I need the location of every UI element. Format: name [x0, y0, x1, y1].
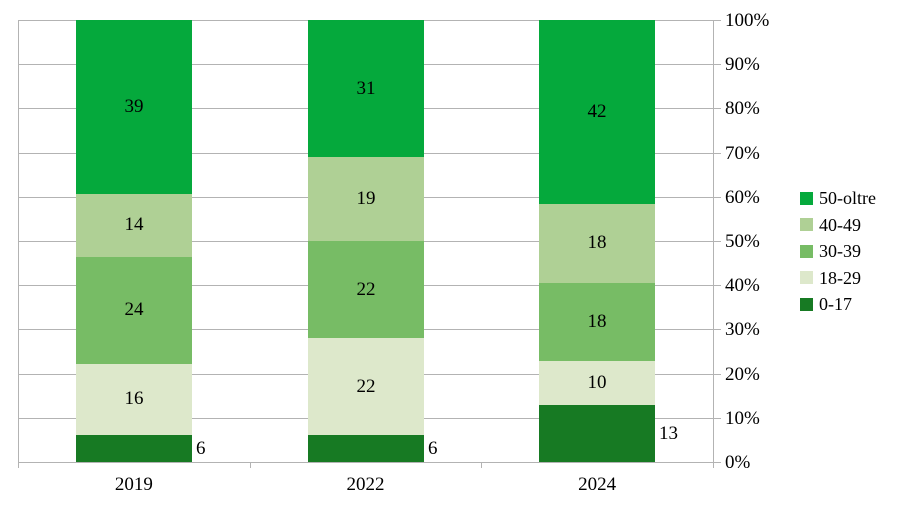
- y-axis-label: 10%: [725, 407, 760, 429]
- x-axis-tick: [481, 462, 483, 468]
- y-axis-tick: [710, 108, 721, 110]
- y-axis-label: 90%: [725, 54, 760, 76]
- bar-value-label-2022-40-49: 19: [356, 188, 376, 209]
- bar-value-label-2022-50-oltre: 31: [356, 77, 376, 99]
- bar-segment-2024-30-39[interactable]: [539, 282, 655, 362]
- bar-segment-2022-30-39[interactable]: [308, 241, 424, 339]
- bar-value-label-2024-40-49: 18: [587, 232, 607, 254]
- legend-swatch-18-29: [800, 271, 813, 284]
- bar-value-label-2024-18-29: 10: [587, 372, 607, 394]
- y-axis-label: 30%: [725, 319, 760, 341]
- y-axis-label: 100%: [725, 10, 770, 31]
- y-axis-tick: [710, 241, 721, 242]
- legend-label-50-oltre: 50-oltre: [819, 188, 876, 208]
- bar-value-label-2019-40-49: 14: [124, 214, 144, 236]
- y-axis-label: 60%: [725, 186, 760, 208]
- bar-segment-2024-50-oltre[interactable]: [539, 20, 655, 204]
- bar-value-label-2024-50-oltre: 42: [587, 100, 607, 122]
- y-axis-tick: [710, 152, 721, 154]
- legend-item-40-49[interactable]: 40-49: [800, 215, 861, 235]
- y-axis-tick: [710, 417, 721, 419]
- legend-label-40-49: 40-49: [819, 214, 861, 235]
- y-axis-tick: [710, 329, 721, 331]
- y-axis-label: 40%: [725, 275, 760, 297]
- bar-value-label-2022-30-39: 22: [356, 278, 376, 300]
- legend-swatch-40-49: [800, 218, 813, 231]
- bar-value-label-2022-18-29: 22: [356, 375, 376, 397]
- bar-segment-2024-18-29[interactable]: [539, 361, 655, 406]
- bar-value-label-2024-0-17: 13: [659, 422, 678, 444]
- legend-item-0-17[interactable]: 0-17: [800, 294, 852, 314]
- legend-swatch-50-oltre: [800, 191, 813, 205]
- bar-segment-2019-30-39[interactable]: [76, 256, 192, 364]
- y-axis-tick: [710, 285, 721, 287]
- x-axis-label-2019: 2019: [114, 474, 153, 495]
- y-axis-tick: [710, 64, 721, 66]
- legend-swatch-30-39: [800, 244, 813, 258]
- y-axis-label: 80%: [725, 98, 760, 120]
- bar-segment-2022-18-29[interactable]: [308, 338, 424, 436]
- legend-item-30-39[interactable]: 30-39: [800, 241, 861, 261]
- x-axis-tick: [18, 462, 19, 468]
- bar-value-label-2024-30-39: 18: [587, 310, 607, 332]
- y-axis-label: 0%: [725, 452, 751, 473]
- bar-segment-2024-0-17[interactable]: [539, 405, 655, 462]
- legend-item-50-oltre[interactable]: 50-oltre: [800, 188, 876, 208]
- bar-segment-2019-0-17[interactable]: [76, 435, 192, 462]
- y-axis-label: 70%: [725, 142, 760, 164]
- legend-label-18-29: 18-29: [819, 267, 861, 288]
- y-axis-tick: [710, 462, 721, 463]
- x-axis-label-2024: 2024: [578, 474, 617, 495]
- y-axis-tick: [710, 196, 721, 198]
- bar-segment-2022-0-17[interactable]: [308, 435, 424, 462]
- y-axis-tick: [710, 20, 721, 21]
- bar-segment-2019-50-oltre[interactable]: [76, 20, 192, 195]
- bar-value-label-2022-0-17: 6: [428, 437, 438, 459]
- bar-value-label-2019-18-29: 16: [124, 388, 144, 410]
- bar-segment-2024-40-49[interactable]: [539, 203, 655, 283]
- bar-segment-2022-40-49[interactable]: [308, 157, 424, 241]
- bar-segment-2022-50-oltre[interactable]: [308, 20, 424, 158]
- bar-segment-2019-18-29[interactable]: [76, 363, 192, 436]
- x-axis-label-2022: 2022: [346, 474, 385, 495]
- x-axis-tick: [249, 462, 251, 468]
- legend-label-0-17: 0-17: [819, 294, 852, 314]
- bar-segment-2019-40-49[interactable]: [76, 194, 192, 257]
- y-axis-tick: [710, 373, 721, 375]
- bar-value-label-2019-50-oltre: 39: [124, 96, 144, 118]
- bar-value-label-2019-0-17: 6: [196, 437, 206, 459]
- legend-item-18-29[interactable]: 18-29: [800, 268, 861, 288]
- legend-swatch-0-17: [800, 297, 813, 311]
- y-axis-label: 20%: [725, 363, 760, 385]
- y-axis-label: 50%: [725, 231, 760, 252]
- legend-label-30-39: 30-39: [819, 241, 861, 261]
- x-axis-tick: [713, 462, 714, 468]
- bar-value-label-2019-30-39: 24: [124, 299, 144, 321]
